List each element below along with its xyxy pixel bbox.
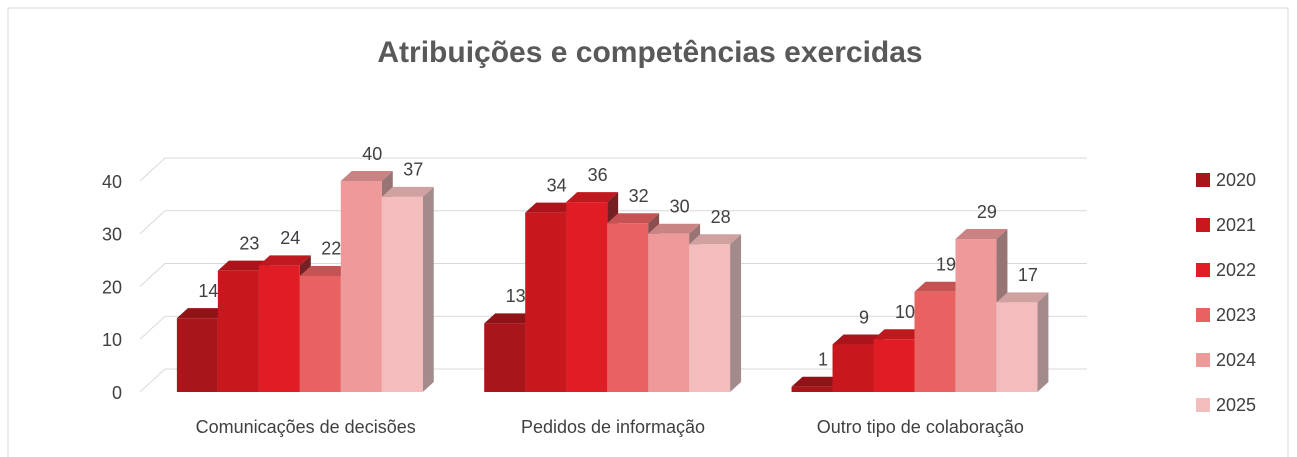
bar	[996, 292, 1049, 392]
bar-top	[955, 229, 1008, 240]
bar-top	[381, 186, 434, 197]
bar-front	[299, 275, 341, 392]
bar-front	[689, 244, 731, 392]
bar-top	[791, 376, 844, 387]
y-tick-label: 30	[102, 225, 122, 245]
bar-front	[176, 318, 218, 392]
legend-swatch	[1196, 263, 1210, 277]
bar-front	[525, 212, 567, 392]
x-tick-label: Comunicações de decisões	[196, 417, 416, 437]
bar-top	[525, 202, 578, 213]
bar-top	[607, 213, 660, 224]
bar-top	[176, 308, 229, 319]
grid-line	[139, 368, 1087, 393]
data-label: 34	[547, 175, 567, 195]
legend-label: 2021	[1216, 215, 1256, 235]
data-label: 9	[859, 307, 869, 327]
data-label: 24	[280, 228, 300, 248]
bar-top	[258, 255, 311, 266]
x-tick-label: Pedidos de informação	[521, 417, 705, 437]
legend-label: 2024	[1216, 350, 1256, 370]
bar	[832, 334, 885, 392]
bar-front	[381, 196, 423, 392]
data-label: 19	[936, 255, 956, 275]
data-label: 17	[1018, 265, 1038, 285]
legend-label: 2020	[1216, 170, 1256, 190]
data-label: 36	[588, 165, 608, 185]
bar-front	[914, 291, 956, 392]
bar-front	[607, 223, 649, 392]
x-tick-label: Outro tipo de colaboração	[817, 417, 1024, 437]
bar-front	[873, 339, 915, 392]
bar-top	[299, 265, 352, 276]
bar	[381, 186, 434, 392]
grid-line	[139, 157, 1087, 182]
bar-side	[422, 186, 434, 392]
legend-label: 2025	[1216, 395, 1256, 415]
bar-front	[791, 386, 833, 392]
legend-label: 2023	[1216, 305, 1256, 325]
bar-top	[484, 313, 537, 324]
data-label: 32	[629, 186, 649, 206]
chart-frame	[7, 7, 1289, 457]
bar-top	[217, 260, 270, 271]
data-label: 23	[239, 233, 259, 253]
bar-front	[258, 265, 300, 392]
data-label: 30	[670, 197, 690, 217]
bar-top	[340, 171, 393, 181]
y-tick-label: 40	[102, 172, 122, 192]
data-label: 28	[711, 207, 731, 227]
bar-top	[914, 281, 967, 292]
data-label: 10	[895, 302, 915, 322]
data-label: 1	[818, 349, 828, 369]
chart-title: Atribuições e competências exercidas	[377, 36, 922, 69]
data-label: 13	[506, 286, 526, 306]
bar-top	[832, 334, 885, 345]
bar-front	[484, 323, 526, 392]
bar-top	[996, 292, 1049, 303]
bar-top	[648, 223, 701, 234]
bar-top	[689, 234, 742, 245]
data-label: 37	[403, 160, 423, 180]
data-label: 14	[198, 281, 218, 301]
legend-swatch	[1196, 353, 1210, 367]
bar-front	[648, 233, 690, 392]
grid-line	[139, 263, 1087, 287]
legend-label: 2022	[1216, 260, 1256, 280]
bar-front	[566, 202, 608, 392]
y-tick-label: 0	[112, 383, 122, 403]
data-label: 29	[977, 202, 997, 222]
legend-swatch	[1196, 218, 1210, 232]
bar-front	[340, 181, 382, 392]
bar-front	[955, 239, 997, 392]
bar-side	[730, 234, 742, 392]
bar-front	[996, 302, 1038, 392]
bar-top	[566, 192, 619, 203]
y-tick-label: 10	[102, 330, 122, 350]
legend-swatch	[1196, 398, 1210, 412]
bar-top	[873, 329, 926, 340]
data-label: 40	[362, 144, 382, 164]
y-tick-label: 20	[102, 277, 122, 297]
legend-swatch	[1196, 173, 1210, 187]
bar-front	[217, 270, 259, 392]
data-label: 22	[321, 239, 341, 259]
grid-line	[139, 315, 1087, 340]
bar-front	[832, 344, 874, 392]
grid-line	[139, 210, 1087, 235]
bar	[689, 234, 742, 392]
bar-side	[1037, 292, 1049, 392]
legend-swatch	[1196, 308, 1210, 322]
